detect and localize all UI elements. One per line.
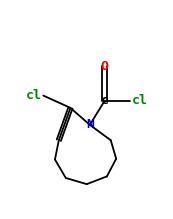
Text: cl: cl xyxy=(132,94,148,108)
Text: cl: cl xyxy=(26,89,42,102)
Text: c: c xyxy=(101,94,108,108)
Text: O: O xyxy=(101,60,108,73)
Text: N: N xyxy=(86,118,94,131)
